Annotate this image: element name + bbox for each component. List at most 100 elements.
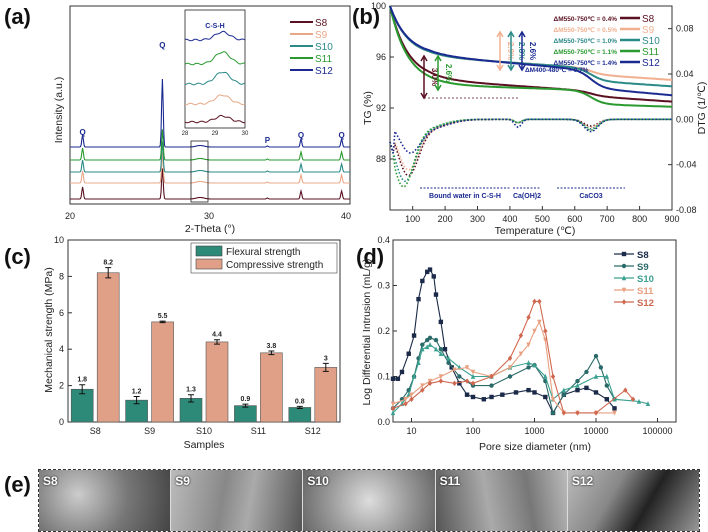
tga-y-right-tick: 0.04 <box>676 69 694 79</box>
xrd-peak-label: Q <box>159 41 165 50</box>
tga-chart: 100 200 300 400 500 600 700 800 900 88 92 96 100 -0.0… <box>362 1 708 237</box>
sem-image-s12: S12 <box>567 470 700 531</box>
tga-dm-annotation: ΔM550-750℃ = 1.0% <box>554 37 618 45</box>
xrd-legend-label: S8 <box>315 18 328 29</box>
mip-marker-square <box>406 351 411 356</box>
mip-marker-square <box>526 387 531 393</box>
mip-marker-diamond <box>420 387 425 393</box>
sem-label: S9 <box>175 474 190 488</box>
strength-x-tick: S12 <box>305 426 321 436</box>
mip-marker-diamond <box>409 396 414 402</box>
mip-chart: 10 100 1000 10000 100000 0.0 0.1 0.2 0.3 0.4 S8S9… <box>361 235 677 453</box>
strength-data-label: 0.8 <box>295 398 305 405</box>
mip-marker-diamond <box>518 332 524 339</box>
sem-label: S12 <box>571 474 594 488</box>
mip-marker-square <box>621 251 627 257</box>
xrd-inset-tick: 30 <box>242 131 249 137</box>
tga-dtg-line-s8 <box>389 118 672 177</box>
mip-marker-square <box>416 296 421 302</box>
mip-marker-diamond <box>427 380 433 387</box>
mip-marker-triangle-down <box>518 351 524 357</box>
mip-line-s10 <box>392 343 649 414</box>
mip-marker-square <box>500 392 505 397</box>
mip-x-tick: 10000 <box>583 426 608 436</box>
mip-marker-triangle-down <box>464 365 470 371</box>
mip-marker-diamond <box>543 328 548 334</box>
xrd-line-s9 <box>70 152 350 184</box>
xrd-peak-label: Q <box>338 131 344 140</box>
mip-marker-triangle-down <box>470 369 476 375</box>
mip-marker-square <box>612 406 617 411</box>
mip-marker-diamond <box>470 380 476 387</box>
tga-dm-annotation: ΔM550-750℃ = 0.5% <box>554 26 618 34</box>
tga-dtg-line-s11 <box>389 118 672 188</box>
mip-marker-triangle-down <box>420 383 425 389</box>
tga-dtg-line-s12 <box>389 118 672 154</box>
mip-marker-square <box>395 376 401 381</box>
mip-y-tick: 0.0 <box>377 417 390 427</box>
sem-image-strip: S8 S9 S10 S11 S12 <box>38 469 700 532</box>
xrd-inset-line-s12 <box>184 30 246 42</box>
xrd-peak-label: Q <box>298 131 304 140</box>
xrd-legend-label: S12 <box>315 66 333 77</box>
xrd-inset-tick: 29 <box>212 131 219 137</box>
tga-dm-annotation: ΔM550-750℃ = 1.4% <box>554 59 618 67</box>
tga-dtg-line-s9 <box>389 118 672 171</box>
tga-dm-annotation: ΔM550-750℃ = 1.1% <box>554 48 618 56</box>
tga-tg-line-s8 <box>389 5 673 103</box>
strength-x-tick: S9 <box>144 426 155 436</box>
mip-marker-circle <box>598 365 604 370</box>
sem-image-s8: S8 <box>39 470 172 531</box>
strength-error-bar <box>214 339 220 345</box>
mip-x-tick: 10 <box>407 426 417 436</box>
mip-marker-square <box>433 292 439 297</box>
mip-marker-square <box>442 347 448 352</box>
tga-y-left-tick: 100 <box>371 1 386 11</box>
tga-y-left-tick: 92 <box>376 103 386 113</box>
strength-y-tick: 8 <box>59 271 64 281</box>
mip-marker-triangle-up <box>532 362 537 368</box>
strength-data-label: 4.4 <box>212 332 222 339</box>
mip-marker-triangle-down <box>621 287 627 293</box>
mip-marker-triangle-down <box>526 342 531 348</box>
tga-dm-400-480-annotation: ΔM400-480℃ = 0.7% <box>525 66 589 74</box>
mip-marker-circle <box>593 353 599 359</box>
mip-marker-triangle-down <box>390 401 396 407</box>
mip-marker-circle <box>433 337 439 343</box>
tga-x-tick: 700 <box>600 214 615 224</box>
tga-y-right-tick: 0.00 <box>676 114 694 124</box>
strength-x-tick: S10 <box>196 426 212 436</box>
mip-marker-triangle-up <box>561 387 567 393</box>
tga-x-tick: 300 <box>470 214 485 224</box>
mip-marker-diamond <box>532 298 537 305</box>
mip-marker-circle <box>507 374 513 379</box>
mip-marker-triangle-up <box>416 360 421 366</box>
mip-marker-circle <box>427 335 433 341</box>
tga-y-right-tick: -0.04 <box>676 160 697 170</box>
strength-error-bar <box>322 362 329 372</box>
mip-marker-triangle-down <box>438 374 444 380</box>
mip-marker-square <box>431 274 436 279</box>
mip-marker-triangle-down <box>537 319 542 325</box>
strength-error-bar <box>296 405 303 410</box>
xrd-inset-line-s10 <box>184 71 246 86</box>
mip-marker-circle <box>584 369 589 375</box>
strength-data-label: 1.3 <box>186 387 196 394</box>
mip-marker-circle <box>561 392 567 397</box>
sem-label: S8 <box>43 474 58 488</box>
mip-marker-square <box>489 394 494 400</box>
strength-y-tick: 6 <box>59 308 64 318</box>
mip-marker-square <box>470 394 476 400</box>
xrd-inset-line-s11 <box>184 51 246 66</box>
tga-plot-frame <box>389 5 673 211</box>
xrd-x-axis-label: 2-Theta (°) <box>185 223 235 235</box>
strength-bar-compressive <box>314 367 338 423</box>
sem-image-s10: S10 <box>303 470 436 531</box>
mip-marker-square <box>464 392 470 397</box>
xrd-y-axis-label: Intensity (a.u.) <box>53 77 65 144</box>
mip-marker-diamond <box>575 410 580 416</box>
panel-label-a: (a) <box>4 4 31 29</box>
mip-x-axis-label: Pore size diameter (nm) <box>479 441 591 453</box>
xrd-peak-label: Q <box>79 128 85 137</box>
